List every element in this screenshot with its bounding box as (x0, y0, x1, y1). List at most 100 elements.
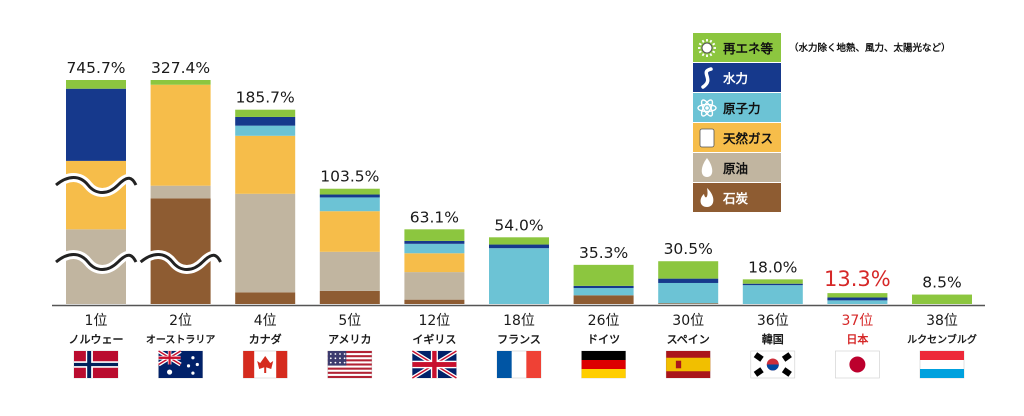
country-label: アメリカ (328, 333, 371, 346)
bar-segment-renewable (573, 264, 634, 286)
rank-label: 1位 (85, 313, 108, 329)
flag-part (581, 360, 626, 369)
bar-segment-hydro (489, 244, 549, 249)
tank-body (699, 128, 715, 148)
flag-star (195, 362, 199, 367)
flag-star (191, 356, 195, 360)
korea-flag (750, 350, 796, 379)
flag-stripe (327, 375, 372, 378)
total-label: 103.5% (320, 168, 379, 186)
bar-segment-coal (319, 290, 380, 304)
flag-maple-leaf (257, 356, 274, 369)
uk-flag (411, 349, 458, 380)
sun-core (701, 42, 713, 54)
canada-flag (242, 350, 288, 379)
rank-label: 12位 (418, 313, 450, 329)
flag-stripe (327, 355, 372, 358)
drop-shape (701, 158, 713, 177)
legend-label: 石炭 (722, 191, 749, 206)
legend-label: 水力 (723, 71, 748, 86)
country-label: 韓国 (762, 332, 784, 346)
flag-star (329, 353, 332, 355)
japan-flag (835, 350, 880, 379)
country-label: カナダ (249, 332, 282, 346)
flag-star (343, 361, 346, 364)
bar-4 (319, 188, 380, 304)
bar-segment-renewable (319, 188, 380, 195)
bar-segment-nuclear (235, 125, 296, 136)
flag-star (186, 364, 191, 368)
rank-label: 5位 (338, 313, 361, 329)
atom-orbit (697, 103, 717, 113)
atom-orbit (700, 99, 714, 117)
legend-label: 再エネ等 (723, 41, 774, 56)
sun-ray (709, 53, 713, 57)
total-label: 63.1% (410, 208, 459, 226)
sun-ray (712, 42, 716, 46)
bar-5 (404, 229, 465, 304)
bar-7 (573, 264, 634, 304)
rank-label: 26位 (588, 313, 620, 329)
rank-label: 18位 (503, 313, 535, 329)
legend-item-nuclear: 原子力 (693, 93, 781, 122)
flag-part (675, 360, 682, 369)
country-label: 日本 (846, 332, 868, 346)
bar-2 (150, 80, 211, 304)
bar-segment-renewable (66, 80, 126, 89)
flag-stripe (327, 371, 372, 374)
rank-label: 2位 (169, 313, 192, 329)
flag-part (264, 367, 267, 373)
usa-flag (327, 350, 373, 379)
flag-part (412, 362, 457, 367)
country-label: ルクセンブルグ (907, 333, 977, 346)
bar-segment-hydro (658, 278, 719, 283)
water-stroke (701, 67, 713, 89)
axis-break-wave (55, 176, 138, 194)
flag-star (329, 357, 332, 360)
flag-star (334, 353, 337, 355)
flag-trigram (781, 352, 792, 362)
bar-segment-hydro (827, 297, 888, 301)
country-label: ドイツ (587, 333, 620, 346)
flag-trigram (781, 367, 792, 377)
bar-segment-coal (573, 295, 634, 304)
flame-icon (700, 188, 714, 207)
flag-stripe (327, 359, 372, 362)
total-label: 18.0% (748, 258, 797, 276)
total-label: 54.0% (494, 216, 543, 234)
bar-11 (912, 294, 972, 304)
legend-item-gas: 天然ガス (693, 123, 781, 152)
bar-segment-gas (404, 253, 465, 273)
france-flag (496, 350, 542, 379)
bar-segment-renewable (827, 293, 888, 298)
luxembourg-flag (919, 350, 965, 379)
bar-segment-nuclear (827, 300, 888, 304)
bar-segment-renewable (150, 80, 211, 85)
flag-taegeuk-blue (766, 364, 779, 371)
bar-segment-gas (319, 211, 380, 252)
country-label: ノルウェー (69, 333, 124, 346)
bar-segment-nuclear (573, 288, 634, 296)
flag-stripe (327, 351, 372, 354)
rank-label: 4位 (254, 313, 277, 329)
sun-ray (701, 53, 705, 57)
flag-star (334, 357, 337, 360)
flag-star (343, 353, 346, 355)
flag-part (666, 357, 711, 372)
rank-label: 36位 (757, 313, 789, 329)
bar-8 (658, 261, 719, 304)
flag-part (581, 351, 626, 360)
germany-flag (581, 350, 626, 379)
total-label: 745.7% (66, 59, 125, 77)
legend-item-hydro: 水力 (693, 63, 781, 92)
australia-flag (157, 349, 203, 379)
bar-segment-hydro (235, 116, 296, 126)
bar-segment-nuclear (489, 248, 549, 304)
bar-segment-oil (404, 272, 465, 300)
flag-part (327, 351, 347, 366)
bar-segment-coal (235, 292, 296, 304)
flag-part (243, 351, 255, 378)
bar-segment-oil (319, 251, 380, 291)
rank-label: 38位 (926, 313, 958, 329)
